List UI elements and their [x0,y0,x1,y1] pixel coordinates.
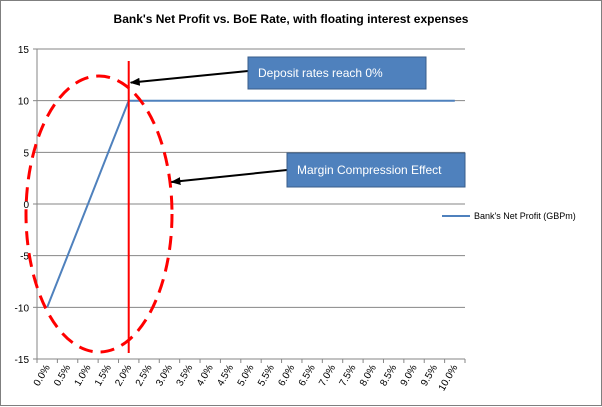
x-axis-ticks: 0.0% 0.5% 1.0% 1.5% 2.0% 2.5% 3.0% 3.5% 4.0% 4.5%… [32,359,466,393]
x-tick-label: 4.0% [195,363,216,388]
x-tick-label: 2.0% [113,363,134,388]
arrow-to-deposit-rates [129,70,249,86]
arrow-to-margin-compression [170,169,288,186]
x-tick-label: 0.0% [32,363,53,388]
x-tick-label: 3.0% [154,363,175,388]
y-tick-label: 15 [18,45,30,56]
callout-box-margin-compression [286,152,466,188]
legend-label-0: Bank's Net Profit (GBPm) [474,211,576,221]
x-tick-label: 5.0% [236,363,257,388]
y-tick-label: 5 [23,148,29,159]
x-tick-label: 1.5% [93,363,114,388]
series-line-0 [46,99,455,308]
x-tick-label: 10.0% [437,363,461,393]
x-tick-label: 7.5% [338,363,359,388]
x-tick-label: 6.5% [297,363,318,388]
red-dashed-ellipse [24,74,174,354]
y-tick-label: -5 [20,252,29,263]
chart-title: Bank's Net Profit vs. BoE Rate, with flo… [114,12,469,26]
x-tick-label: 0.5% [52,363,73,388]
x-tick-label: 6.0% [276,363,297,388]
x-tick-label: 2.5% [134,363,155,388]
x-tick-label: 5.5% [256,363,277,388]
y-tick-label: 10 [18,97,30,108]
x-tick-label: 8.0% [358,363,379,388]
x-tick-label: 4.5% [215,363,236,388]
series-layer [46,99,455,308]
callout-box-deposit-rates [247,56,427,90]
legend: Bank's Net Profit (GBPm) [442,211,576,221]
callout-margin-compression-text: Margin Compression Effect [297,163,442,177]
axes [36,49,465,360]
annotation-layer: Deposit rates reach 0% Margin Compression… [24,56,466,354]
x-tick-label: 9.5% [419,363,440,388]
callout-deposit-rates-text: Deposit rates reach 0% [258,66,383,80]
x-tick-label: 8.5% [378,363,399,388]
x-tick-label: 9.0% [399,363,420,388]
y-axis-ticks: 15 10 5 0 -5 -10 -15 [15,45,37,366]
y-tick-label: -10 [15,303,30,314]
x-tick-label: 1.0% [73,363,94,388]
y-tick-label: 0 [23,200,29,211]
x-tick-label: 3.5% [175,363,196,388]
y-tick-label: -15 [15,355,30,366]
x-tick-label: 7.0% [317,363,338,388]
